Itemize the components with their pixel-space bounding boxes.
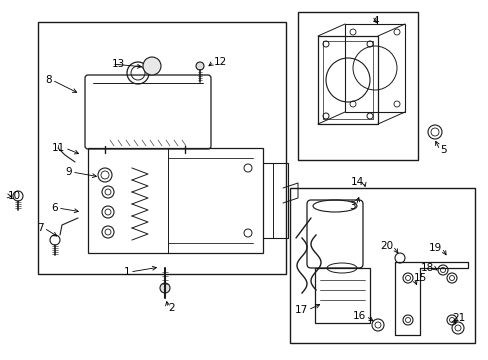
Text: 14: 14 [350,177,363,187]
Text: 1: 1 [123,267,130,277]
Text: 6: 6 [51,203,58,213]
Bar [297,12,417,160]
Text: 10: 10 [8,191,21,201]
Text: 17: 17 [294,305,307,315]
Bar [38,22,285,274]
Bar [88,148,263,253]
Text: 8: 8 [45,75,52,85]
Text: 18: 18 [420,263,433,273]
Text: 3: 3 [348,201,355,211]
Text: 9: 9 [65,167,72,177]
Circle shape [196,62,203,70]
Circle shape [160,283,170,293]
Text: 4: 4 [371,16,378,26]
Text: 19: 19 [428,243,441,253]
Bar [345,24,404,112]
Text: 20: 20 [379,241,392,251]
Text: 16: 16 [352,311,365,321]
Text: 12: 12 [214,57,227,67]
Bar [289,188,474,343]
Text: 2: 2 [168,303,174,313]
Text: 21: 21 [451,313,464,323]
Text: 5: 5 [439,145,446,155]
Bar [317,36,377,124]
Text: 7: 7 [37,223,44,233]
Bar [314,268,369,323]
Text: 15: 15 [413,273,427,283]
Text: 11: 11 [52,143,65,153]
Circle shape [142,57,161,75]
Text: 13: 13 [112,59,125,69]
